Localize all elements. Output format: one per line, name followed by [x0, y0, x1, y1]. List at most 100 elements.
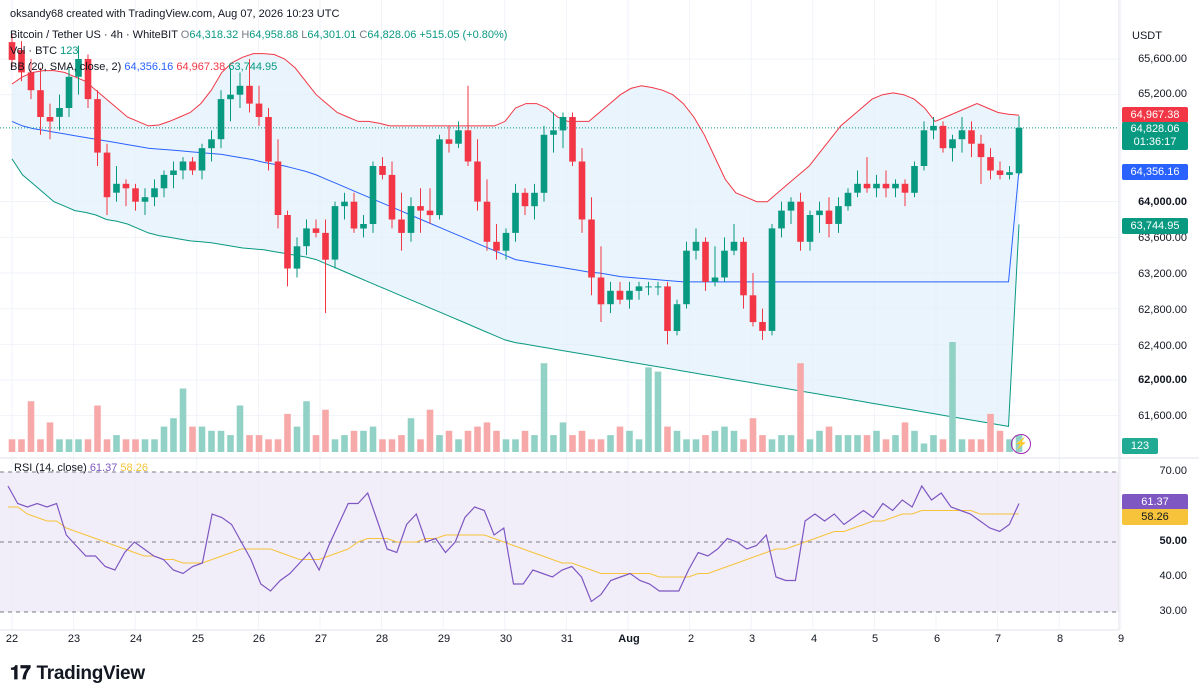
time-tick: 3 [748, 633, 756, 645]
volume-bar [521, 430, 529, 452]
volume-bar [350, 430, 358, 452]
volume-bar [445, 430, 453, 452]
symbol-legend[interactable]: Bitcoin / Tether US · 4h · WhiteBIT O64,… [10, 29, 507, 41]
candle [417, 188, 424, 233]
candle [483, 179, 491, 251]
volume-bar [255, 435, 263, 452]
candle-body [360, 224, 367, 229]
candle-body [27, 72, 35, 91]
candle-body [493, 241, 500, 251]
candle [692, 228, 700, 260]
candle [721, 237, 728, 282]
candle-body [540, 134, 548, 193]
volume-value: 123 [60, 45, 79, 57]
candle-body [673, 304, 681, 331]
rsi-label: RSI (14, close) [14, 462, 87, 474]
volume-bar [303, 401, 310, 452]
candle-body [474, 161, 481, 202]
volume-bar [312, 435, 320, 452]
candle-body [730, 241, 738, 251]
bb-legend[interactable]: BB (20, SMA, close, 2) 64,356.16 64,967.… [10, 61, 277, 73]
candle-body [369, 166, 377, 224]
candle [711, 246, 719, 287]
candle [844, 188, 852, 211]
candle-body [835, 206, 842, 224]
candle [588, 197, 595, 296]
candle-body [455, 130, 462, 144]
time-tick: Aug [618, 633, 640, 645]
candle-body [930, 125, 937, 131]
lightning-icon[interactable]: ⚡ [1011, 434, 1031, 454]
volume-bar [455, 439, 462, 452]
volume-bar [692, 439, 700, 452]
volume-bar [379, 439, 386, 452]
volume-bar [284, 413, 291, 452]
open-value: 64,318.32 [189, 29, 239, 41]
candle [550, 112, 557, 153]
volume-legend[interactable]: Vol · BTC 123 [10, 45, 79, 57]
candle-body [816, 210, 823, 216]
candle-body [94, 99, 101, 153]
candle [683, 241, 690, 309]
candle [208, 130, 215, 162]
candle [749, 273, 757, 327]
rsi-band-fill [0, 472, 1119, 612]
currency-label[interactable]: USDT [1132, 30, 1162, 42]
candle-body [626, 290, 633, 300]
volume-bar [8, 439, 16, 452]
rsi-tick: 30.00 [1159, 605, 1187, 617]
candle-body [759, 322, 766, 331]
volume-bar [578, 430, 586, 452]
candle [331, 201, 339, 269]
time-tick: 2 [687, 633, 695, 645]
candle [654, 281, 662, 296]
candle-body [911, 166, 918, 193]
volume-bar [939, 439, 947, 452]
volume-bar [550, 435, 557, 452]
candle-body [863, 183, 871, 189]
last-price-value: 64,828.06 [1130, 123, 1180, 135]
candle [198, 143, 206, 180]
candle-body [208, 139, 215, 149]
candle [882, 170, 890, 198]
candle-body [987, 157, 994, 171]
price-tick: 62,000.00 [1138, 374, 1187, 386]
volume-bar [702, 435, 709, 452]
candle-body [170, 170, 177, 175]
candle-body [977, 143, 985, 158]
candle-body [778, 210, 785, 229]
candle-body [844, 192, 852, 207]
tradingview-logo[interactable]: 𝟏𝟕 TradingView [10, 663, 145, 685]
rsi-tick: 40.00 [1159, 570, 1187, 582]
candle-body [654, 286, 662, 288]
candle [236, 72, 244, 109]
bb-label: BB (20, SMA, close, 2) [10, 61, 122, 73]
candle-body [198, 148, 206, 171]
rsi-legend[interactable]: RSI (14, close) 61.37 58.26 [14, 462, 148, 474]
candle [350, 192, 358, 233]
volume-bar [322, 409, 329, 452]
candle-body [151, 188, 158, 198]
candle [132, 183, 139, 211]
candle [607, 281, 614, 314]
candle [303, 219, 310, 256]
candle-body [179, 161, 187, 171]
candle-body [607, 290, 614, 305]
volume-bar [673, 430, 681, 452]
candle [730, 223, 738, 256]
candle-body [939, 125, 947, 149]
time-tick: 8 [1056, 633, 1064, 645]
candle-body [512, 192, 519, 233]
candle [46, 103, 54, 140]
candle-body [702, 241, 709, 282]
volume-bar [227, 435, 234, 452]
volume-bar [331, 439, 339, 452]
volume-bar [635, 439, 643, 452]
candle-body [113, 183, 120, 193]
candle-body [8, 42, 16, 60]
volume-bar [863, 435, 871, 452]
candle-body [692, 241, 700, 251]
close-value: 64,828.06 [367, 29, 417, 41]
candle [578, 148, 586, 233]
